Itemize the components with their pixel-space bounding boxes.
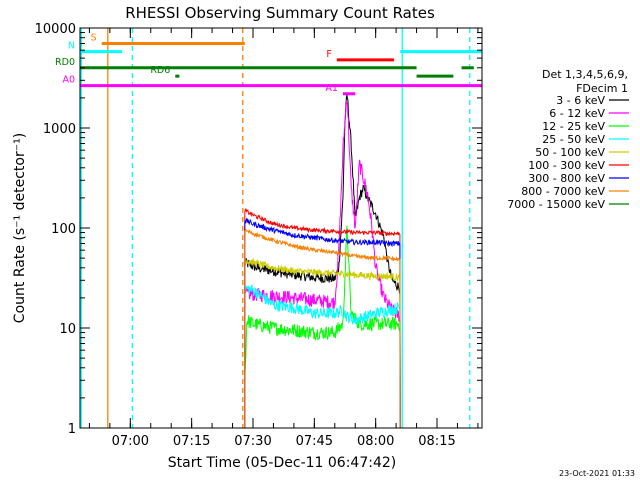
x-tick-label: 07:15 — [173, 434, 210, 449]
series-line-0 — [244, 94, 401, 428]
legend-entry-label: 7000 - 15000 keV — [507, 198, 605, 211]
flag-label-0: S — [91, 32, 97, 43]
series-line-3 — [244, 282, 401, 428]
series-line-6 — [244, 217, 401, 428]
y-tick-label: 10 — [59, 322, 76, 337]
plot-inner — [80, 28, 482, 428]
flag-label-7: RD6 — [150, 65, 170, 76]
series-line-7 — [244, 228, 401, 428]
plot-frame — [79, 27, 483, 429]
y-tick-label: 100 — [51, 222, 76, 237]
y-tick-label: 1 — [68, 422, 76, 437]
legend-entry-label: 12 - 25 keV — [542, 120, 605, 133]
x-axis-label: Start Time (05-Dec-11 06:47:42) — [168, 455, 396, 471]
series-line-2 — [244, 225, 401, 428]
y-tick-label: 1000 — [43, 122, 76, 137]
legend-header-line-2: FDecim 1 — [576, 82, 628, 95]
legend-entry-label: 300 - 800 keV — [528, 172, 605, 185]
y-tick-label: 10000 — [35, 22, 76, 37]
y-axis-label: Count Rate (s⁻¹ detector⁻¹) — [12, 133, 28, 323]
flag-label-1: N — [68, 41, 75, 52]
axes: 1 10 100 1000 10000 07:00 07:15 07:30 07:45 08:00… — [35, 22, 483, 449]
legend-entry-label: 100 - 300 keV — [528, 159, 605, 172]
legend-entry-label: 800 - 7000 keV — [521, 185, 605, 198]
legend-entry-label: 50 - 100 keV — [535, 146, 605, 159]
plot-area: S N F RD0 RD6 A0 A1 — [55, 28, 482, 428]
flag-label-3: F — [326, 49, 331, 60]
x-tick-label: 08:15 — [418, 434, 455, 449]
series-line-4 — [244, 257, 401, 428]
x-tick-label: 08:00 — [357, 434, 394, 449]
legend-entry-label: 3 - 6 keV — [556, 94, 605, 107]
x-tick-label: 07:45 — [296, 434, 333, 449]
series-line-5 — [244, 208, 401, 428]
flag-label-9: A1 — [325, 83, 338, 94]
flag-label-8: A0 — [62, 75, 75, 86]
x-tick-label: 07:00 — [112, 434, 149, 449]
chart-title: RHESSI Observing Summary Count Rates — [125, 4, 435, 22]
x-tick-label: 07:30 — [234, 434, 271, 449]
footer-timestamp: 23-Oct-2021 01:33 — [559, 469, 635, 478]
flag-label-4: RD0 — [55, 57, 75, 68]
legend-header-line-1: Det 1,3,4,5,6,9, — [542, 68, 628, 81]
legend-entry-label: 25 - 50 keV — [542, 133, 605, 146]
legend-entry-label: 6 - 12 keV — [549, 107, 605, 120]
series-line-1 — [244, 100, 401, 428]
